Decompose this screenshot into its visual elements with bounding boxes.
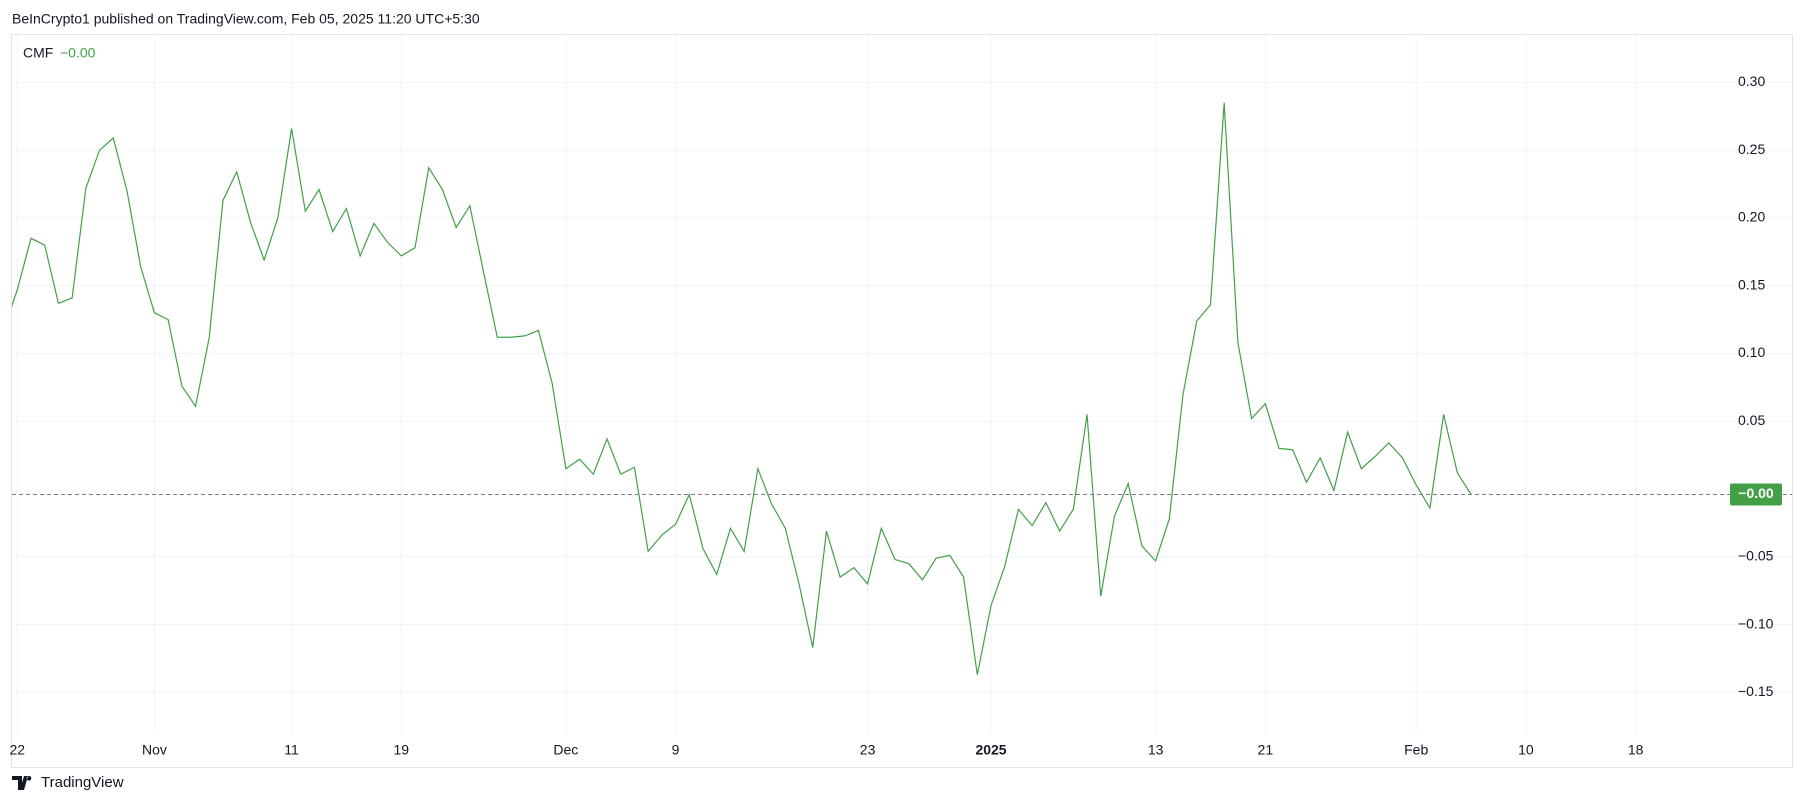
y-tick-label: 0.10 — [1738, 344, 1765, 360]
legend-name: CMF — [23, 45, 53, 61]
grid — [12, 35, 1792, 733]
x-tick-label: 19 — [393, 742, 409, 758]
x-tick-label: 2025 — [975, 742, 1006, 758]
y-tick-label: 0.30 — [1738, 73, 1765, 89]
x-tick-label: Dec — [553, 742, 578, 758]
y-tick-label: 0.05 — [1738, 412, 1765, 428]
legend-value: −0.00 — [60, 45, 96, 61]
y-tick-label: −0.05 — [1738, 548, 1774, 564]
y-tick-label: 0.25 — [1738, 141, 1765, 157]
header: BeInCrypto1 published on TradingView.com… — [12, 11, 480, 27]
tradingview-logo — [12, 776, 32, 790]
y-tick-label: 0.15 — [1738, 276, 1765, 292]
y-tick-label: −0.15 — [1738, 683, 1774, 699]
x-tick-label: Nov — [142, 742, 167, 758]
y-tick-label: 0.20 — [1738, 209, 1765, 225]
x-tick-label: 13 — [1148, 742, 1164, 758]
x-tick-label: 10 — [1518, 742, 1534, 758]
x-tick-label: 22 — [9, 742, 25, 758]
x-tick-label: 21 — [1258, 742, 1274, 758]
x-tick-label: 11 — [284, 742, 299, 758]
plot — [12, 102, 1792, 675]
x-tick-label: Feb — [1404, 742, 1428, 758]
footer-brand: TradingView — [41, 774, 124, 791]
last-value-badge — [1730, 483, 1782, 506]
x-tick-label: 23 — [860, 742, 876, 758]
y-tick-label: −0.10 — [1738, 615, 1774, 631]
pane-border — [11, 34, 1793, 768]
cmf-line — [12, 102, 1472, 675]
last-value-label: −0.00 — [1738, 485, 1774, 501]
x-tick-label: 9 — [672, 742, 680, 758]
x-tick-label: 18 — [1628, 742, 1644, 758]
